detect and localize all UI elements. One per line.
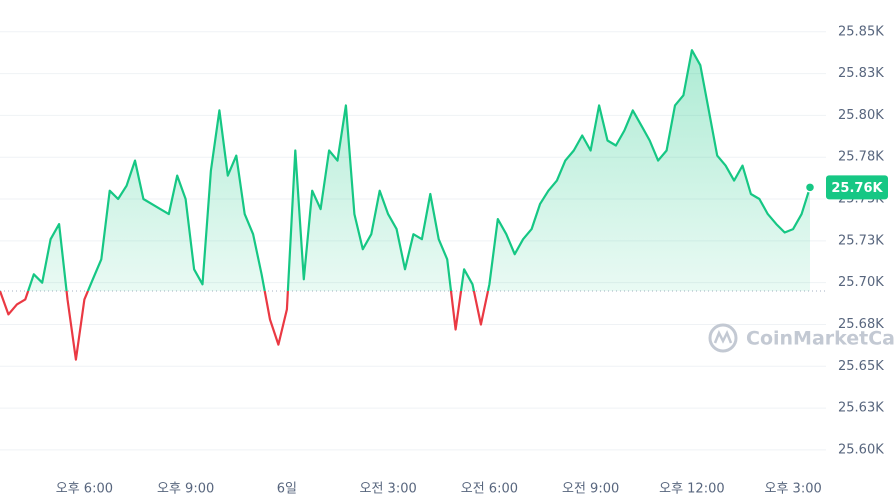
x-tick-label: 오후 6:00 bbox=[56, 482, 113, 497]
y-tick-label: 25.78K bbox=[838, 150, 884, 165]
y-tick-label: 25.60K bbox=[838, 442, 884, 457]
price-area bbox=[0, 50, 810, 292]
x-tick-label: 오전 3:00 bbox=[360, 482, 417, 497]
x-tick-label: 오후 12:00 bbox=[659, 482, 725, 497]
price-tag bbox=[826, 175, 888, 200]
watermark-logo-mark bbox=[713, 329, 733, 344]
y-tick-label: 25.65K bbox=[838, 359, 884, 374]
y-tick-label: 25.68K bbox=[838, 317, 884, 332]
y-tick-label: 25.70K bbox=[838, 275, 884, 290]
price-line-up bbox=[0, 49, 812, 292]
y-tick-label: 25.73K bbox=[838, 233, 884, 248]
price-tag-label: 25.76K bbox=[831, 181, 883, 196]
x-tick-label: 오후 3:00 bbox=[765, 482, 822, 497]
watermark-logo bbox=[708, 323, 738, 353]
watermark: CoinMarketCap bbox=[746, 328, 896, 350]
x-tick-label: 6일 bbox=[277, 482, 297, 497]
y-tick-label: 25.80K bbox=[838, 108, 884, 123]
y-tick-label: 25.83K bbox=[838, 66, 884, 81]
x-tick-label: 오전 6:00 bbox=[461, 482, 518, 497]
y-tick-label: 25.63K bbox=[838, 401, 884, 416]
x-tick-label: 오전 9:00 bbox=[562, 482, 619, 497]
watermark-group: CoinMarketCap bbox=[708, 323, 896, 353]
y-tick-label: 25.85K bbox=[838, 24, 884, 39]
last-point bbox=[804, 182, 816, 193]
x-tick-label: 오후 9:00 bbox=[157, 482, 214, 497]
